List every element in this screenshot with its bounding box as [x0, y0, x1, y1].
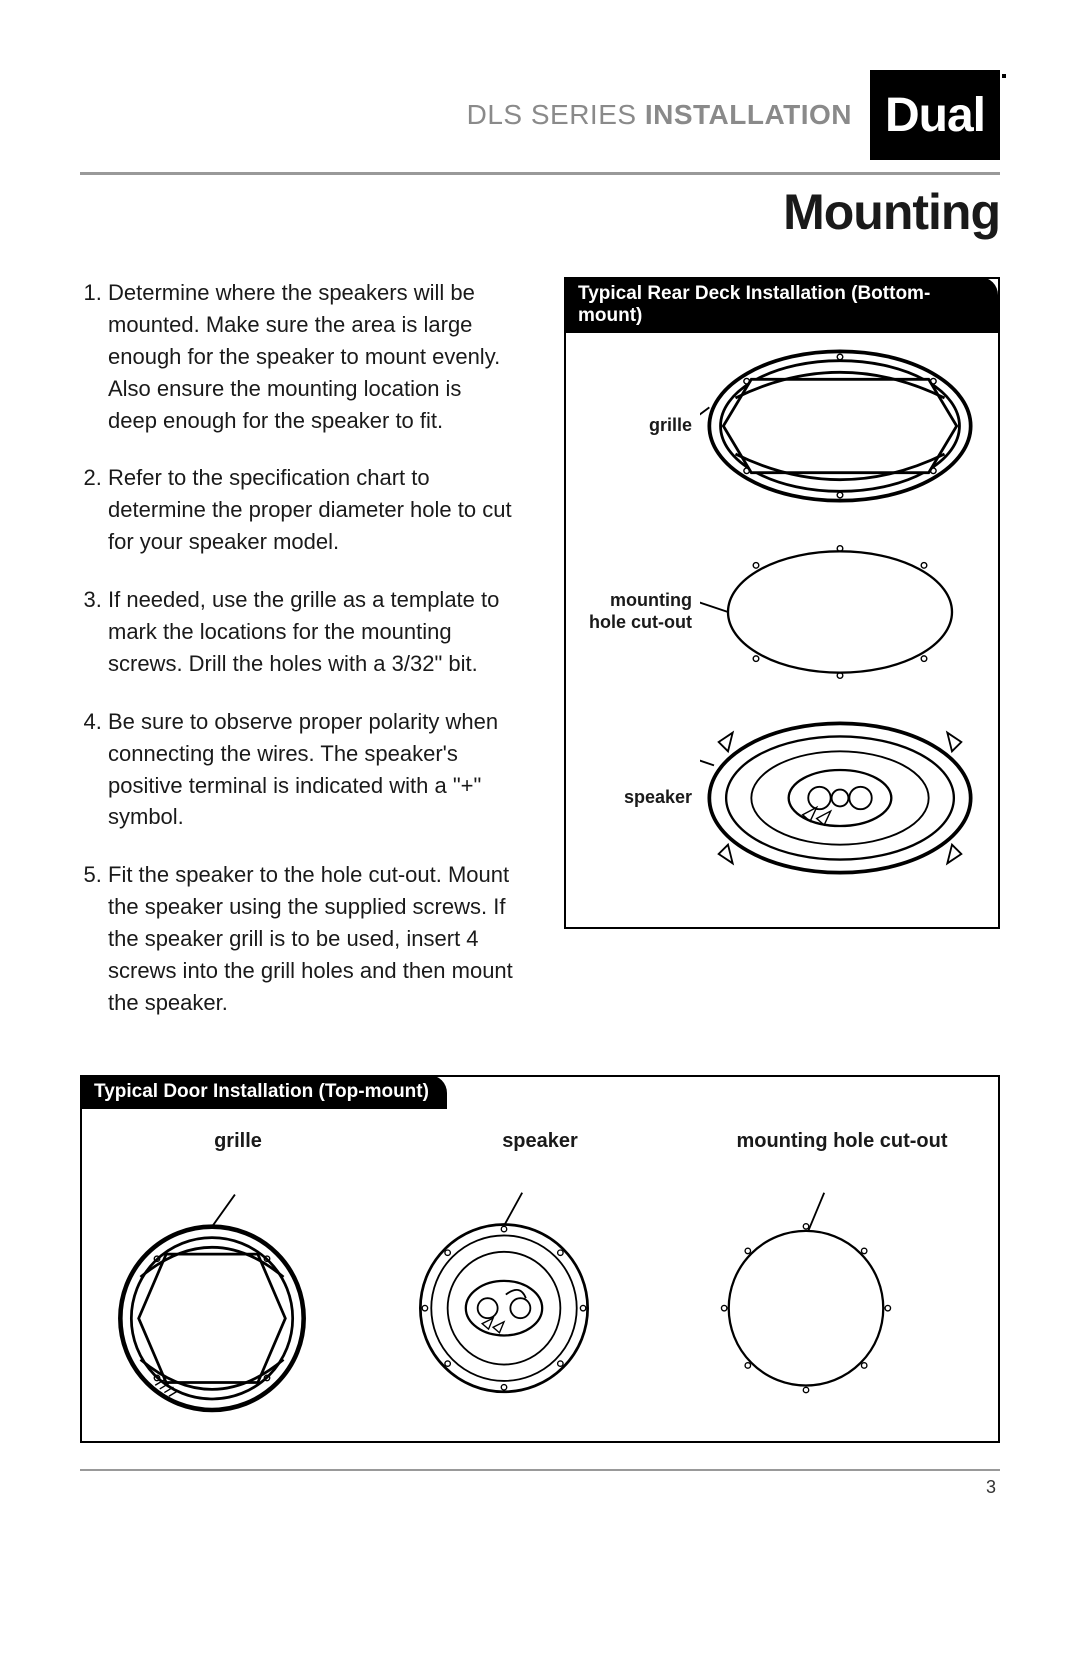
grille-label: grille: [584, 415, 692, 437]
rear-deck-panel-title: Typical Rear Deck Installation (Bottom-m…: [564, 277, 998, 333]
grille-label-h: grille: [102, 1129, 374, 1177]
page-number: 3: [80, 1477, 1000, 1498]
speaker-label: speaker: [584, 787, 692, 809]
cutout-label-h: mounting hole cut-out: [706, 1129, 978, 1177]
series-light: DLS SERIES: [467, 99, 637, 130]
step-item: Be sure to observe proper polarity when …: [108, 706, 516, 834]
step-item: Fit the speaker to the hole cut-out. Mou…: [108, 859, 516, 1018]
header-rule: [80, 172, 1000, 175]
cutout-oval-icon: [700, 537, 980, 687]
grille-round-icon: [102, 1185, 374, 1415]
page-title: Mounting: [80, 183, 1000, 241]
speaker-label-h: speaker: [404, 1129, 676, 1177]
speaker-oval-icon: [700, 713, 980, 883]
brand-logo: Dual: [870, 70, 1000, 160]
series-bold: INSTALLATION: [645, 99, 852, 130]
door-install-panel: Typical Door Installation (Top-mount) gr…: [80, 1075, 1000, 1443]
grille-oval-icon: [700, 341, 980, 511]
step-item: If needed, use the grille as a template …: [108, 584, 516, 680]
header-row: DLS SERIES INSTALLATION Dual: [80, 70, 1000, 160]
instructions-column: Determine where the speakers will be mou…: [80, 277, 516, 1045]
step-item: Determine where the speakers will be mou…: [108, 277, 516, 436]
brand-logo-text: Dual: [885, 88, 985, 143]
cutout-label: mounting hole cut-out: [584, 590, 692, 633]
cutout-round-icon: [706, 1185, 978, 1395]
step-item: Refer to the specification chart to dete…: [108, 462, 516, 558]
rear-deck-panel: Typical Rear Deck Installation (Bottom-m…: [564, 277, 1000, 929]
series-title: DLS SERIES INSTALLATION: [467, 99, 852, 131]
speaker-round-icon: [404, 1185, 676, 1395]
footer-rule: [80, 1469, 1000, 1471]
door-install-panel-title: Typical Door Installation (Top-mount): [80, 1075, 447, 1109]
steps-list: Determine where the speakers will be mou…: [80, 277, 516, 1019]
